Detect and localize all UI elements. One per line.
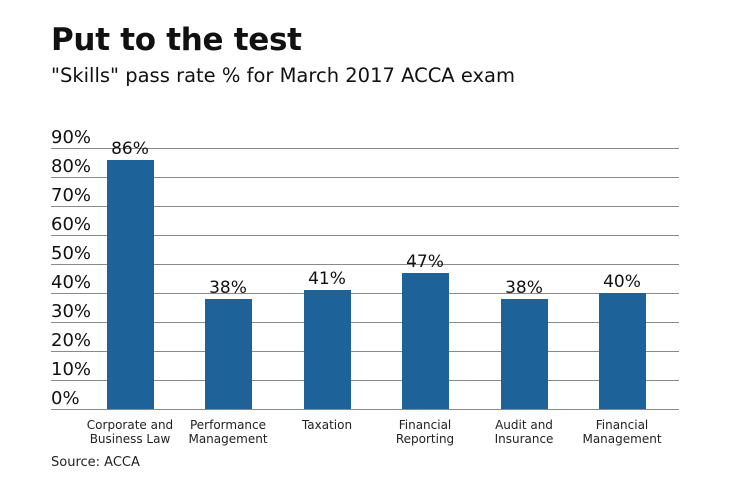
bar-value-label: 40%	[603, 272, 641, 292]
x-category-label: Financial Management	[557, 418, 687, 446]
x-category-label: Audit and Insurance	[459, 418, 589, 446]
gridline	[51, 351, 679, 352]
x-category-label: Taxation	[262, 418, 392, 432]
x-category-label: Corporate and Business Law	[65, 418, 195, 446]
x-category-label-line: Reporting	[395, 432, 455, 446]
bar-value-label: 41%	[308, 269, 346, 289]
y-tick-label: 60%	[51, 214, 92, 235]
x-category-label: Financial Reporting	[360, 418, 490, 446]
x-category-label-line: Management	[188, 432, 268, 446]
x-category-label-line: Corporate and	[86, 418, 174, 432]
gridline	[51, 264, 679, 265]
bar	[205, 299, 252, 409]
y-tick-label: 50%	[51, 243, 92, 264]
bar	[107, 160, 154, 409]
x-category-label: Performance Management	[163, 418, 293, 446]
y-tick-label: 80%	[51, 156, 92, 177]
y-tick-label: 10%	[51, 359, 92, 380]
bar	[402, 273, 449, 409]
y-tick-label: 0%	[51, 388, 80, 409]
y-tick-label: 40%	[51, 272, 92, 293]
gridline	[51, 380, 679, 381]
bar-value-label: 38%	[505, 278, 543, 298]
y-tick-label: 70%	[51, 185, 92, 206]
bar	[599, 293, 646, 409]
gridline	[51, 322, 679, 323]
x-category-label-line: Financial	[595, 418, 649, 432]
y-tick-label: 20%	[51, 330, 92, 351]
chart-subtitle: "Skills" pass rate % for March 2017 ACCA…	[51, 64, 515, 87]
gridline	[51, 293, 679, 294]
gridline	[51, 148, 679, 149]
x-category-label-line: Insurance	[494, 432, 554, 446]
source-note: Source: ACCA	[51, 455, 140, 470]
x-category-label-line: Audit and	[495, 418, 553, 432]
gridline	[51, 235, 679, 236]
gridline	[51, 409, 679, 410]
gridline	[51, 206, 679, 207]
bar-value-label: 86%	[111, 139, 149, 159]
bar	[501, 299, 548, 409]
x-category-label-line: Financial	[398, 418, 452, 432]
chart-title: Put to the test	[51, 22, 302, 58]
bar-value-label: 47%	[406, 252, 444, 272]
gridline	[51, 177, 679, 178]
x-category-label-line: Taxation	[301, 418, 353, 432]
bar-value-label: 38%	[209, 278, 247, 298]
y-tick-label: 30%	[51, 301, 92, 322]
x-category-label-line: Management	[582, 432, 662, 446]
y-tick-label: 90%	[51, 127, 92, 148]
x-category-label-line: Business Law	[89, 432, 171, 446]
bar	[304, 290, 351, 409]
x-category-label-line: Performance	[189, 418, 267, 432]
